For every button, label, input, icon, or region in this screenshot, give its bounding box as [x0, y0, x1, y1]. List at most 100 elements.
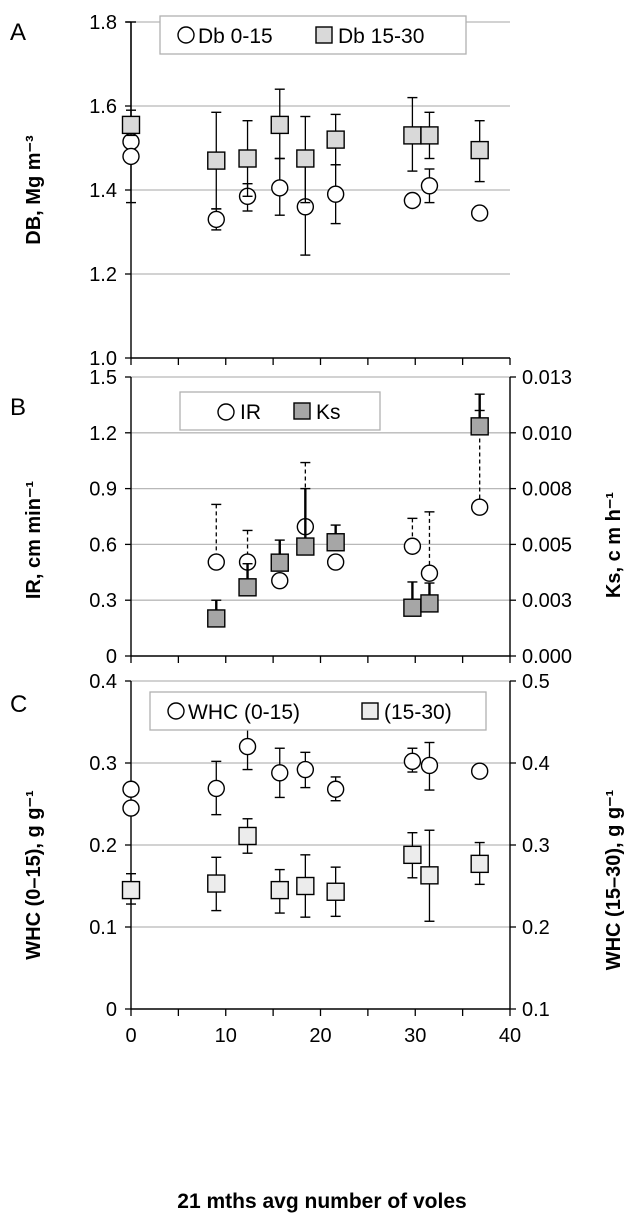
- data-point-circle: [207, 779, 225, 798]
- y-tick-label: 0.9: [89, 479, 117, 501]
- y2-tick-label: 0.003: [522, 590, 572, 612]
- data-point-circle: [122, 780, 140, 798]
- data-point-square: [420, 866, 439, 885]
- data-point-square: [207, 609, 226, 628]
- data-point-square: [403, 845, 422, 865]
- data-point-square: [207, 874, 226, 893]
- x-axis-label: 21 mths avg number of voles: [177, 1190, 466, 1213]
- y-tick-label: 1.5: [89, 367, 117, 389]
- legend-box: [179, 391, 381, 431]
- data-point-square: [296, 149, 315, 168]
- legend-label-db-15-30: Db 15-30: [338, 25, 424, 48]
- panel-letter-a: A: [10, 19, 26, 46]
- data-point-square: [326, 533, 345, 552]
- legend: Db 0-15 Db 15-30: [159, 15, 467, 55]
- data-marks: [121, 21, 489, 256]
- data-point-circle: [207, 210, 225, 229]
- data-point-square: [470, 854, 489, 874]
- data-point-square: [238, 578, 257, 597]
- legend-circle-icon: [167, 702, 185, 720]
- y2-tick-label: 0.3: [522, 835, 550, 857]
- panel-a: A 1.0 1.2 1.4 1.6 1.8 DB, Mg m⁻³ Db 0-15 Db …: [10, 12, 511, 370]
- y-tick-label: 1.2: [89, 264, 117, 286]
- y2-axis-label: WHC (15–30), g g⁻¹: [603, 789, 625, 970]
- data-point-square: [326, 882, 345, 901]
- data-point-square: [326, 130, 345, 149]
- panel-letter-b: B: [10, 394, 26, 421]
- data-point-circle: [420, 564, 439, 582]
- data-marks: [207, 393, 489, 628]
- gridlines: [131, 680, 510, 928]
- x-tick-label: 20: [309, 1025, 331, 1047]
- data-point-circle: [403, 191, 422, 210]
- data-point-circle: [271, 764, 289, 782]
- legend: WHC (0-15) (15-30): [149, 691, 487, 731]
- y2-tick-label: 0.2: [522, 917, 550, 939]
- data-marks: [121, 723, 489, 922]
- legend-circle-icon: [177, 26, 195, 44]
- y-ticks: 0 0.000 0.3 0.003 0.6 0.005 0.9 0.008 1.2 0.010 1.…: [89, 367, 572, 668]
- data-point-square: [121, 880, 141, 900]
- y2-tick-label: 0.010: [522, 423, 572, 445]
- y-axis-label: IR, cm min⁻¹: [23, 480, 45, 599]
- panel-b: B 0 0.000 0.3 0.003 0.6 0.005 0.9 0.008 1.2 0.010…: [10, 367, 625, 668]
- legend-label-whc-0-15: WHC (0-15): [188, 701, 300, 724]
- y-ticks: 0 0.1 0.1 0.2 0.2 0.3 0.3 0.4 0.4 0.5: [89, 671, 550, 1021]
- data-point-square: [403, 126, 422, 145]
- x-tick-label: 30: [404, 1025, 426, 1047]
- y2-tick-label: 0.013: [522, 367, 572, 389]
- data-point-circle: [296, 760, 315, 779]
- y-tick-label: 0.4: [89, 671, 117, 693]
- legend-square-icon: [315, 26, 333, 44]
- data-point-circle: [420, 177, 439, 195]
- legend-label-whc-15-30: (15-30): [384, 701, 452, 724]
- y-tick-label: 0.3: [89, 753, 117, 775]
- data-point-square: [238, 149, 257, 168]
- data-point-square: [470, 140, 489, 160]
- legend-square-icon: [293, 402, 311, 420]
- data-point-square: [121, 115, 141, 135]
- data-point-circle: [238, 737, 257, 756]
- y-tick-label: 1.2: [89, 423, 117, 445]
- data-point-square: [470, 417, 489, 436]
- legend-box: [149, 691, 487, 731]
- y-tick-label: 0.2: [89, 835, 117, 857]
- legend-square-icon: [361, 702, 379, 720]
- data-point-circle: [122, 799, 140, 817]
- x-tick-label: 0: [125, 1025, 136, 1047]
- data-point-square: [270, 553, 289, 572]
- data-point-circle: [271, 179, 289, 197]
- data-point-square: [270, 880, 289, 900]
- data-point-circle: [420, 756, 439, 775]
- data-point-circle: [271, 571, 289, 590]
- data-point-square: [238, 826, 257, 846]
- y-tick-label: 0: [106, 999, 117, 1021]
- data-point-square: [296, 537, 315, 556]
- y-ticks: 1.0 1.2 1.4 1.6 1.8: [89, 12, 511, 370]
- data-point-circle: [207, 553, 225, 571]
- y-tick-label: 1.6: [89, 96, 117, 118]
- y-tick-label: 1.8: [89, 12, 117, 34]
- legend-label-ks: Ks: [316, 401, 341, 424]
- x-axis: 0 10 20 30 40: [125, 1025, 521, 1047]
- gridlines: [131, 21, 510, 275]
- y2-axis-label: Ks, c m h⁻¹: [603, 492, 625, 598]
- y-tick-label: 1.0: [89, 348, 117, 370]
- panel-c: C 0 0.1 0.1 0.2 0.2 0.3 0.3 0.4 0.4 0.5 WHC (0–15…: [10, 671, 625, 1021]
- legend-label-db-0-15: Db 0-15: [198, 25, 273, 48]
- data-point-circle: [403, 537, 422, 555]
- data-point-circle: [470, 762, 489, 780]
- legend-circle-icon: [217, 403, 235, 421]
- y2-tick-label: 0.1: [522, 999, 550, 1021]
- data-point-square: [420, 594, 439, 613]
- gridlines: [131, 376, 510, 601]
- legend: IR Ks: [179, 391, 381, 431]
- y-axis-label: DB, Mg m⁻³: [23, 135, 45, 245]
- panel-letter-c: C: [10, 691, 27, 718]
- y2-tick-label: 0.008: [522, 479, 572, 501]
- data-point-circle: [122, 147, 140, 166]
- x-tick-label: 10: [215, 1025, 237, 1047]
- y-tick-label: 0.6: [89, 534, 117, 556]
- x-tick-label: 40: [499, 1025, 521, 1047]
- data-point-circle: [326, 780, 345, 798]
